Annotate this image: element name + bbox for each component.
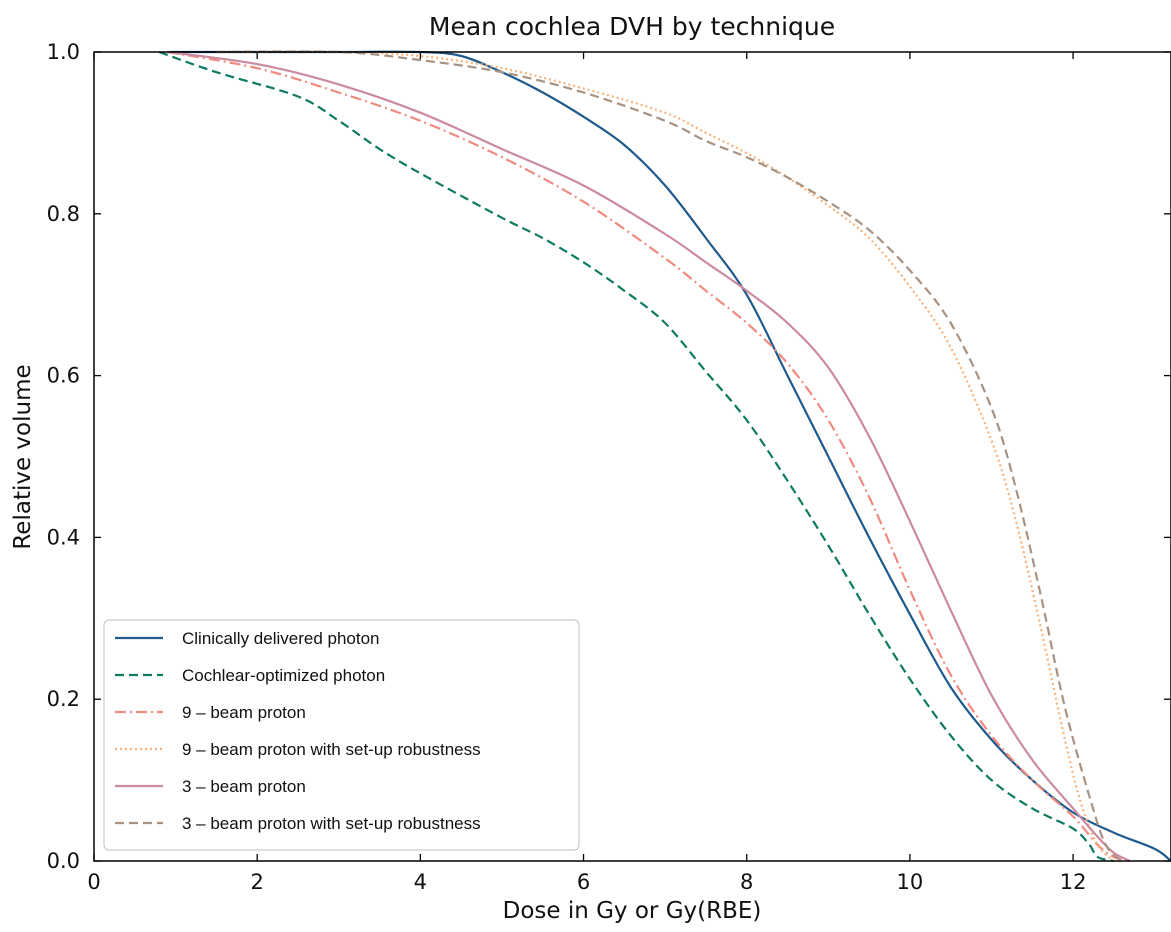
series-line-4 [216,50,1115,862]
legend-label: Cochlear-optimized photon [182,666,385,685]
legend-label: 9 – beam proton [182,703,306,722]
x-axis-label: Dose in Gy or Gy(RBE) [503,898,762,924]
x-tick-label: 4 [414,870,427,894]
series-line-5 [167,50,1131,863]
y-tick-label: 0.8 [47,202,80,226]
legend-box [103,619,580,851]
legend-label: 3 – beam proton [182,777,306,796]
y-axis-label: Relative volume [10,364,36,549]
series-line-2 [158,50,1115,863]
x-tick-label: 12 [1060,870,1087,894]
axis-ticks: 0 2 4 6 8 10 12 0.0 0.2 0.4 0.6 0.8 1.0 [47,40,1171,894]
y-tick-label: 0.6 [47,364,80,388]
chart-title: Mean cochlea DVH by technique [429,12,835,41]
y-tick-label: 1.0 [47,40,80,64]
plot-frame [93,51,1171,862]
x-tick-label: 10 [897,870,924,894]
x-tick-label: 8 [740,870,753,894]
x-tick-label: 6 [577,870,590,894]
y-tick-label: 0.0 [47,849,80,873]
legend-label: Clinically delivered photon [182,629,380,648]
y-tick-label: 0.4 [47,525,80,549]
legend-label: 9 – beam proton with set-up robustness [182,740,481,759]
series-line-3 [167,50,1131,863]
x-tick-label: 2 [250,870,263,894]
y-tick-label: 0.2 [47,687,80,711]
x-tick-label: 0 [87,870,100,894]
legend-label: 3 – beam proton with set-up robustness [182,814,481,833]
legend: Clinically delivered photon Cochlear-opti… [103,619,580,851]
